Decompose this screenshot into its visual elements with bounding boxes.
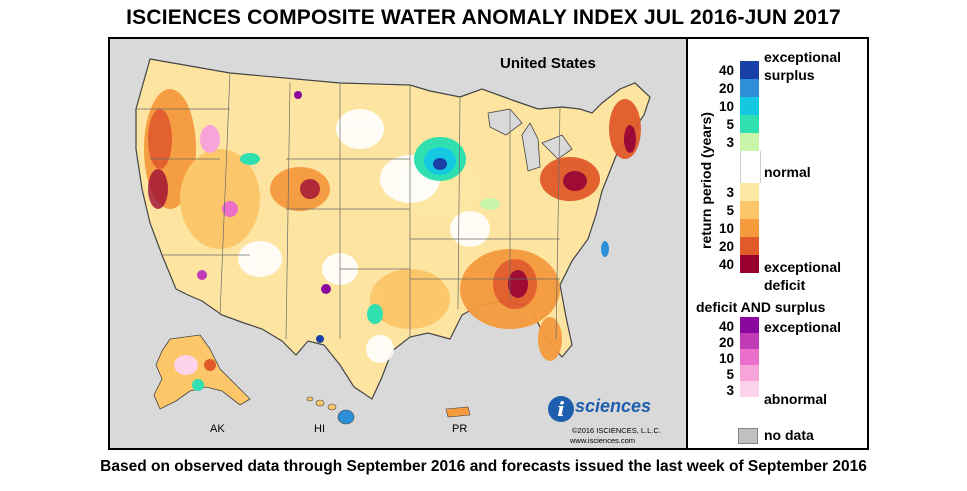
- normal-label: normal: [764, 164, 811, 180]
- deficit-swatch: [740, 219, 759, 237]
- surplus-tick: 5: [726, 117, 734, 132]
- normal-swatch: [740, 151, 761, 183]
- alaska-landmass: [153, 334, 251, 410]
- surplus-swatch: [740, 61, 759, 79]
- surplus-label-top: exceptional: [764, 49, 842, 65]
- surplus-swatch: [740, 133, 759, 151]
- both-tick: 40: [718, 319, 734, 334]
- surplus-tick: 20: [718, 81, 734, 96]
- deficit-tick: 20: [718, 239, 734, 254]
- both-zones: [197, 91, 331, 343]
- great-lakes: [487, 108, 589, 178]
- both-tick: 5: [726, 367, 734, 382]
- hawaii-islands: [306, 396, 355, 425]
- deficit-label-bottom: deficit: [764, 277, 806, 293]
- map-title: ISCIENCES COMPOSITE WATER ANOMALY INDEX …: [126, 6, 841, 29]
- surplus-swatch: [740, 97, 759, 115]
- both-tick: 3: [726, 383, 734, 398]
- isciences-logo: i sciences ©2016 ISCIENCES, L.L.C. www.i…: [548, 396, 678, 448]
- no-data-swatch: [738, 428, 758, 444]
- normal-zones: [238, 109, 490, 363]
- state-borders: [136, 72, 561, 340]
- both-swatch: [740, 333, 759, 349]
- inset-label-ak: AK: [210, 423, 225, 435]
- deficit-tick: 40: [718, 257, 734, 272]
- deficit-swatch: [740, 183, 759, 201]
- logo-copyright: ©2016 ISCIENCES, L.L.C.: [572, 426, 661, 435]
- map-panel: United States AK HI PR i sciences ©2016 …: [108, 37, 688, 450]
- both-label-bottom: abnormal: [764, 391, 828, 407]
- surplus-tick: 10: [718, 99, 734, 114]
- surplus-tick: 3: [726, 135, 734, 150]
- both-label-top: exceptional: [764, 319, 842, 335]
- logo-mark: i: [548, 396, 574, 422]
- deficit-swatch: [740, 237, 759, 255]
- both-swatch: [740, 381, 759, 397]
- surplus-label-bottom: surplus: [764, 67, 815, 83]
- both-swatch: [740, 349, 759, 365]
- no-data-label: no data: [764, 427, 814, 443]
- footer-note: Based on observed data through September…: [100, 458, 867, 475]
- both-tick: 20: [718, 335, 734, 350]
- deficit-tick: 3: [726, 185, 734, 200]
- both-heading: deficit AND surplus: [696, 299, 826, 315]
- surplus-tick: 40: [718, 63, 734, 78]
- deficit-swatch: [740, 255, 759, 273]
- deficit-tick: 10: [718, 221, 734, 236]
- logo-url: www.isciences.com: [570, 436, 636, 445]
- deficit-swatch: [740, 201, 759, 219]
- inset-label-pr: PR: [452, 423, 468, 435]
- both-swatch: [740, 365, 759, 381]
- us-anomaly-map: [135, 58, 651, 425]
- logo-wordmark: sciences: [575, 396, 652, 416]
- deficit-tick: 5: [726, 203, 734, 218]
- surplus-zones: [240, 137, 609, 324]
- puerto-rico: [445, 406, 471, 418]
- inset-label-hi: HI: [314, 423, 325, 435]
- region-label: United States: [500, 55, 596, 72]
- legend-panel: return period (years) 40 20 10 5 3 3 5 10 20 40 …: [686, 37, 869, 450]
- deficit-zones: [144, 89, 641, 361]
- surplus-swatch: [740, 79, 759, 97]
- both-tick: 10: [718, 351, 734, 366]
- deficit-label-top: exceptional: [764, 259, 842, 275]
- both-swatch: [740, 317, 759, 333]
- surplus-swatch: [740, 115, 759, 133]
